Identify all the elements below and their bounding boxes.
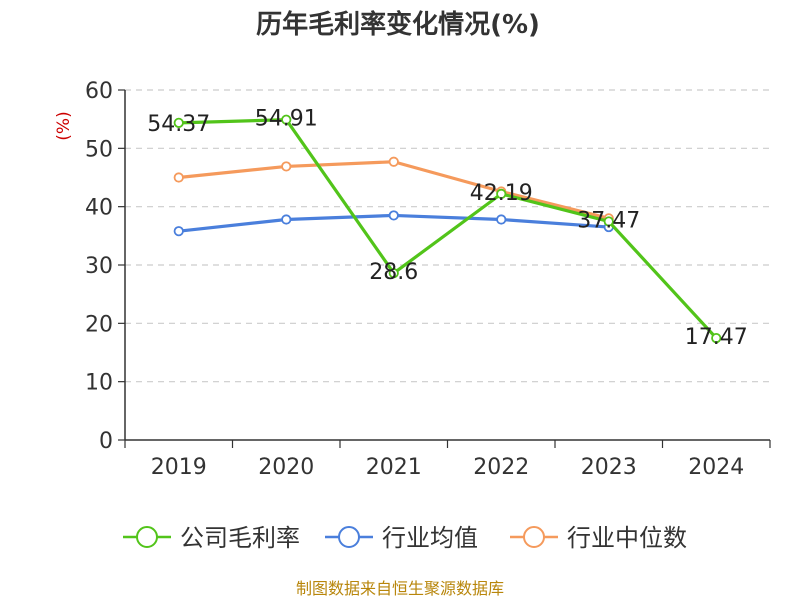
x-tick-label-2022: 2022 [473, 455, 529, 480]
y-axis-label: (%) [54, 111, 74, 140]
data-label-2020: 54.91 [255, 107, 318, 132]
tick-labels: 0 10 20 30 40 50 60 2019 2020 2021 2022 2023 2024 [85, 79, 744, 480]
data-label-2022: 42.19 [470, 181, 533, 206]
series-0-point-3 [496, 188, 507, 199]
y-tick-label-50: 50 [85, 137, 113, 162]
legend-marker-2 [523, 526, 545, 548]
x-tick-label-2020: 2020 [258, 455, 314, 480]
series-line-0 [178, 118, 718, 340]
data-label-2024: 17.47 [685, 325, 748, 350]
series-0-point-1 [281, 114, 292, 125]
chart-title: 历年毛利率变化情况(%) [256, 9, 540, 40]
x-tick-label-2024: 2024 [688, 455, 744, 480]
x-tick-label-2019: 2019 [151, 455, 207, 480]
series-0-point-0 [173, 117, 184, 128]
series-1-point-0 [173, 226, 184, 237]
legend-label-2: 行业中位数 [567, 524, 687, 552]
series-0-point-2 [388, 268, 399, 279]
legend: 公司毛利率 行业均值 行业中位数 [123, 524, 687, 552]
series-0-point-4 [603, 216, 614, 227]
series-2-point-2 [388, 156, 399, 167]
y-tick-label-20: 20 [85, 312, 113, 337]
legend-marker-1 [338, 526, 360, 548]
series-line-2 [178, 160, 610, 220]
series-2-point-1 [281, 161, 292, 172]
grid-lines [125, 89, 770, 383]
y-tick-label-60: 60 [85, 79, 113, 104]
y-tick-label-0: 0 [99, 429, 113, 454]
x-tick-label-2021: 2021 [366, 455, 422, 480]
series-2-point-0 [173, 172, 184, 183]
axes [118, 89, 771, 448]
series-1-point-3 [496, 214, 507, 225]
source-note: 制图数据来自恒生聚源数据库 [296, 579, 504, 598]
x-tick-label-2023: 2023 [581, 455, 637, 480]
data-label-2023: 37.47 [577, 208, 640, 233]
data-label-2019: 54.37 [147, 112, 210, 137]
y-tick-label-10: 10 [85, 371, 113, 396]
legend-marker-0 [136, 526, 158, 548]
data-label-2021: 28.6 [369, 260, 418, 285]
series-1-point-1 [281, 214, 292, 225]
y-tick-label-40: 40 [85, 196, 113, 221]
series-0-point-5 [711, 332, 722, 344]
y-tick-label-30: 30 [85, 254, 113, 279]
series-1-point-2 [388, 210, 399, 221]
series-lines [173, 114, 722, 344]
legend-label-1: 行业均值 [382, 524, 478, 552]
data-labels: 54.37 54.91 28.6 42.19 37.47 17.47 [147, 107, 747, 350]
legend-label-0: 公司毛利率 [180, 524, 300, 552]
